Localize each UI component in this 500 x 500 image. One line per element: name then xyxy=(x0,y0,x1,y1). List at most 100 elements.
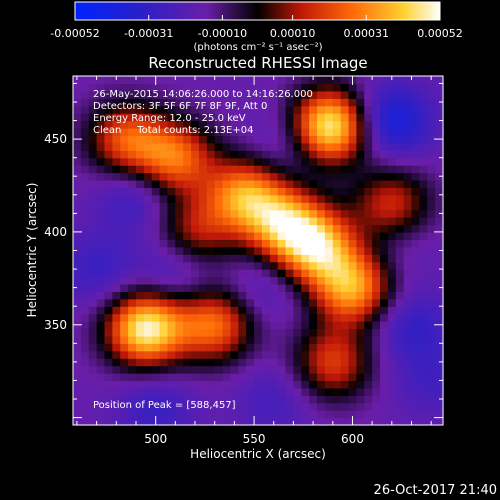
heatmap-cell xyxy=(230,105,239,114)
heatmap-cell xyxy=(269,358,279,367)
heatmap-cell xyxy=(214,83,224,92)
heatmap-cell xyxy=(80,380,90,389)
heatmap-cell xyxy=(238,373,247,382)
heatmap-cell xyxy=(348,269,357,278)
heatmap-cell xyxy=(340,105,350,114)
heatmap-cell xyxy=(96,291,106,300)
heatmap-cell xyxy=(403,187,413,196)
heatmap-cell xyxy=(246,113,255,122)
heatmap-cell xyxy=(332,380,342,389)
heatmap-cell xyxy=(372,157,381,166)
heatmap-cell xyxy=(222,105,232,114)
heatmap-cell xyxy=(261,402,271,411)
heatmap-cell xyxy=(411,380,420,389)
heatmap-cell xyxy=(88,291,98,300)
heatmap-cell xyxy=(364,313,373,322)
heatmap-cell xyxy=(411,328,420,337)
heatmap-cell xyxy=(198,395,208,404)
heatmap-cell xyxy=(143,417,153,426)
heatmap-cell xyxy=(403,283,413,292)
heatmap-cell xyxy=(411,306,420,315)
heatmap-cell xyxy=(317,217,326,226)
heatmap-cell xyxy=(167,120,176,129)
heatmap-cell xyxy=(435,120,444,129)
heatmap-cell xyxy=(238,410,247,419)
heatmap-cell xyxy=(143,98,153,107)
heatmap-cell xyxy=(128,179,137,188)
heatmap-cell xyxy=(380,113,389,122)
heatmap-cell xyxy=(395,246,405,255)
heatmap-cell xyxy=(104,135,113,144)
heatmap-cell xyxy=(301,350,310,359)
heatmap-cell xyxy=(269,172,279,181)
heatmap-cell xyxy=(120,417,129,426)
heatmap-cell xyxy=(151,187,161,196)
heatmap-cell xyxy=(340,150,350,159)
heatmap-cell xyxy=(230,165,239,174)
heatmap-cell xyxy=(206,224,216,233)
heatmap-cell xyxy=(261,313,271,322)
heatmap-cell xyxy=(277,306,287,315)
heatmap-cell xyxy=(80,365,90,374)
heatmap-cell xyxy=(435,150,444,159)
heatmap-cell xyxy=(309,321,318,330)
heatmap-cell xyxy=(324,83,334,92)
heatmap-cell xyxy=(411,261,420,270)
heatmap-cell xyxy=(128,217,137,226)
heatmap-cell xyxy=(159,321,169,330)
heatmap-cell xyxy=(364,380,373,389)
heatmap-cell xyxy=(96,350,106,359)
heatmap-cell xyxy=(246,105,255,114)
heatmap-cell xyxy=(73,179,82,188)
heatmap-cell xyxy=(222,187,232,196)
heatmap-cell xyxy=(246,90,255,99)
heatmap-cell xyxy=(73,165,82,174)
heatmap-cell xyxy=(135,343,145,352)
heatmap-cell xyxy=(88,380,98,389)
heatmap-cell xyxy=(143,335,153,344)
heatmap-cell xyxy=(183,165,192,174)
heatmap-cell xyxy=(159,261,169,270)
heatmap-cell xyxy=(159,187,169,196)
heatmap-cell xyxy=(159,387,169,396)
heatmap-cell xyxy=(332,135,342,144)
heatmap-cell xyxy=(419,231,428,240)
heatmap-cell xyxy=(277,410,287,419)
heatmap-cell xyxy=(104,269,113,278)
heatmap-cell xyxy=(309,395,318,404)
heatmap-cell xyxy=(395,165,405,174)
heatmap-cell xyxy=(206,217,216,226)
heatmap-cell xyxy=(191,76,200,85)
heatmap-cell xyxy=(277,343,287,352)
heatmap-cell xyxy=(128,321,137,330)
heatmap-cell xyxy=(246,83,255,92)
heatmap-cell xyxy=(96,209,106,218)
heatmap-cell xyxy=(183,113,192,122)
heatmap-cell xyxy=(301,254,310,263)
heatmap-cell xyxy=(206,254,216,263)
heatmap-cell xyxy=(183,313,192,322)
heatmap-cell xyxy=(324,254,334,263)
heatmap-cell xyxy=(340,157,350,166)
heatmap-cell xyxy=(293,246,302,255)
heatmap-cell xyxy=(112,76,121,85)
heatmap-cell xyxy=(301,402,310,411)
heatmap-cell xyxy=(332,358,342,367)
heatmap-cell xyxy=(309,202,318,211)
heatmap-cell xyxy=(230,113,239,122)
heatmap-cell xyxy=(285,202,295,211)
heatmap-cell xyxy=(380,187,389,196)
heatmap-cell xyxy=(135,172,145,181)
heatmap-cell xyxy=(356,276,365,285)
heatmap-cell xyxy=(206,350,216,359)
heatmap-cell xyxy=(277,417,287,426)
heatmap-cell xyxy=(254,246,263,255)
heatmap-cell xyxy=(80,254,90,263)
heatmap-cell xyxy=(356,98,365,107)
heatmap-cell xyxy=(230,387,239,396)
heatmap-cell xyxy=(427,179,436,188)
heatmap-cell xyxy=(324,365,334,374)
heatmap-cell xyxy=(435,179,444,188)
heatmap-cell xyxy=(206,135,216,144)
heatmap-cell xyxy=(246,358,255,367)
